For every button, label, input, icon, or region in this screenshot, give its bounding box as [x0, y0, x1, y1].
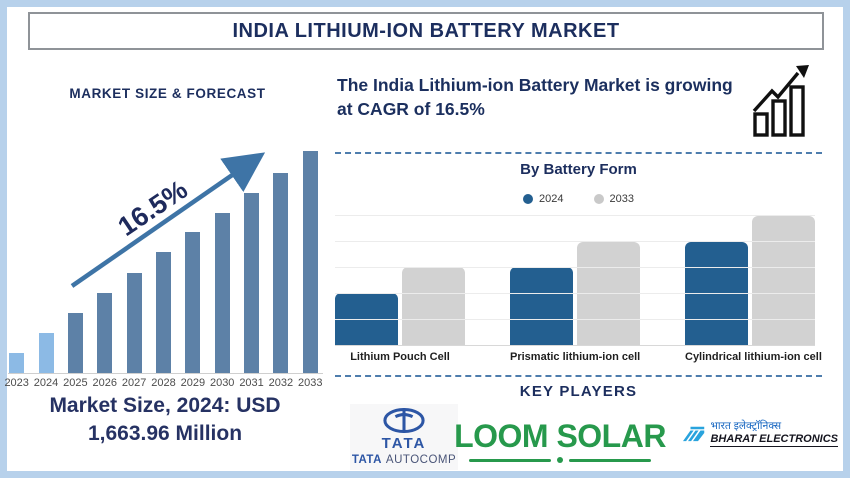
market-bar-2033	[302, 151, 318, 373]
year-label-2031: 2031	[239, 377, 264, 389]
battery-bar-group	[685, 216, 815, 345]
year-label-2032: 2032	[268, 377, 294, 389]
market-bar-2031	[244, 193, 260, 373]
market-bars	[2, 148, 325, 373]
underline-right	[569, 458, 651, 462]
market-bar-2032	[273, 173, 289, 373]
market-bar-2028	[155, 252, 171, 373]
year-label-2025: 2025	[63, 377, 88, 389]
battery-bar-2024	[510, 267, 573, 345]
gridline	[335, 319, 815, 320]
gridline	[335, 267, 815, 268]
year-label-2029: 2029	[180, 377, 206, 389]
market-chart-axis	[8, 373, 323, 374]
year-label-2028: 2028	[151, 377, 176, 389]
legend-label: 2033	[609, 193, 634, 205]
loom-solar-wordmark: LOOM SOLAR	[454, 418, 666, 454]
market-bar-2029	[185, 232, 201, 373]
legend-dot	[593, 194, 604, 204]
legend-item-2033: 2033	[593, 193, 634, 205]
gridline	[335, 293, 815, 294]
bharat-electronics-logo: भारत इलेक्ट्रॉनिक्स BHARAT ELECTRONICS	[683, 418, 838, 448]
market-bar-2027	[126, 273, 142, 373]
tata-autocomp-wordmark: TATA AUTOCOMP	[352, 454, 456, 466]
underline-dot	[557, 457, 563, 463]
battery-category-label: Lithium Pouch Cell	[350, 351, 450, 363]
year-label-2024: 2024	[33, 377, 59, 389]
legend-dot	[523, 194, 534, 204]
market-size-note: Market Size, 2024: USD 1,663.96 Million	[49, 394, 281, 446]
gridline	[335, 241, 815, 242]
year-label-2030: 2030	[209, 377, 235, 389]
loom-solar-logo: LOOM SOLAR	[454, 418, 666, 463]
year-label-2033: 2033	[298, 377, 323, 389]
market-bar-2026	[97, 293, 113, 373]
year-label-2026: 2026	[92, 377, 117, 389]
loom-solar-underline	[469, 457, 651, 463]
cagr-statement: The India Lithium-ion Battery Market is …	[337, 75, 733, 119]
battery-bar-2033	[752, 216, 815, 345]
battery-bar-2033	[402, 267, 465, 345]
battery-category-label: Cylindrical lithium-ion cell	[685, 351, 822, 363]
title-bar: INDIA LITHIUM-ION BATTERY MARKET	[28, 12, 824, 50]
battery-form-categories: Lithium Pouch Cell Prismatic lithium-ion …	[335, 351, 822, 363]
year-label-2027: 2027	[121, 377, 147, 389]
market-bar-2024	[38, 333, 54, 373]
gridline	[335, 215, 815, 216]
market-labels: 2023 2024 2025 2026 2027 2028 2029 2030 2031 2032…	[2, 377, 325, 389]
dashed-separator-top	[335, 152, 822, 154]
dashed-separator-bottom	[335, 375, 822, 377]
market-bar-2025	[67, 313, 83, 373]
tata-autocomp-bold: TATA	[351, 454, 382, 466]
tata-autocomp-logo: TATA TATA AUTOCOMP	[350, 404, 458, 470]
tata-autocomp-rest: AUTOCOMP	[385, 454, 457, 466]
bharat-stripes-icon	[683, 426, 705, 442]
trend-arrow-icon	[70, 152, 266, 288]
battery-form-heading: By Battery Form	[520, 161, 637, 178]
market-bar-2023	[9, 353, 25, 373]
year-label-2023: 2023	[4, 377, 29, 389]
tata-oval-icon	[383, 408, 425, 433]
legend-item-2024: 2024	[523, 193, 564, 205]
page-title: INDIA LITHIUM-ION BATTERY MARKET	[232, 19, 620, 42]
market-size-forecast-heading: MARKET SIZE & FORECAST	[69, 86, 266, 101]
bharat-hindi-wordmark: भारत इलेक्ट्रॉनिक्स	[710, 420, 782, 432]
bharat-english-wordmark: BHARAT ELECTRONICS	[710, 433, 838, 447]
legend-label: 2024	[539, 193, 564, 205]
battery-bar-group	[335, 267, 465, 345]
battery-form-plot	[335, 215, 815, 346]
growth-chart-icon	[752, 65, 809, 137]
page-background	[7, 7, 843, 471]
key-players-heading: KEY PLAYERS	[519, 383, 638, 400]
market-bar-2030	[214, 213, 230, 373]
tata-wordmark: TATA	[381, 435, 427, 452]
battery-category-label: Prismatic lithium-ion cell	[510, 351, 641, 363]
underline-left	[469, 458, 551, 462]
battery-form-legend: 2024 2033	[335, 193, 822, 205]
